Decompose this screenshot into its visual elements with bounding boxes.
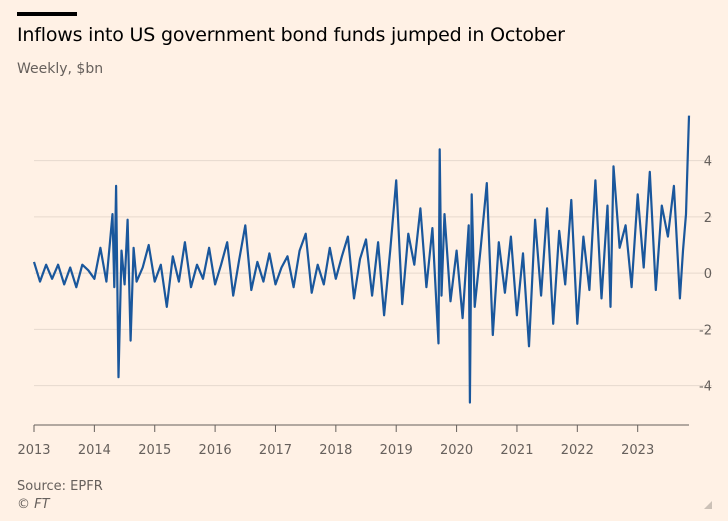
x-tick-label: 2016 [199,443,232,458]
y-tick-label: 2 [704,211,712,226]
y-tick-labels: 4 2 0 -2 -4 [699,155,712,395]
x-tick-label: 2018 [319,443,352,458]
y-tick-label: 0 [704,267,712,282]
chart-svg: 4 2 0 -2 -4 2013 2014 2015 2016 2017 2018 2019 2020… [17,115,712,458]
x-tick-label: 2015 [138,443,171,458]
x-ticks: 2013 2014 2015 2016 2017 2018 2019 2020 2021 2022… [17,425,654,458]
ft-top-bar [17,12,77,16]
y-tick-label: -2 [699,323,712,338]
ft-credit: © FT [17,497,50,512]
source-note: Source: EPFR [17,479,103,494]
x-tick-label: 2019 [380,443,413,458]
resize-handle-icon [704,501,712,509]
chart-title: Inflows into US government bond funds ju… [17,24,565,46]
x-tick-label: 2013 [17,443,50,458]
y-gridlines [34,160,712,387]
x-tick-label: 2014 [78,443,111,458]
x-tick-label: 2021 [500,443,533,458]
y-tick-label: -4 [699,380,712,395]
chart-subtitle: Weekly, $bn [17,61,104,77]
x-tick-label: 2023 [621,443,654,458]
x-tick-label: 2020 [440,443,473,458]
series-line [32,115,691,404]
x-tick-label: 2017 [259,443,292,458]
x-tick-label: 2022 [561,443,594,458]
y-tick-label: 4 [704,155,712,170]
